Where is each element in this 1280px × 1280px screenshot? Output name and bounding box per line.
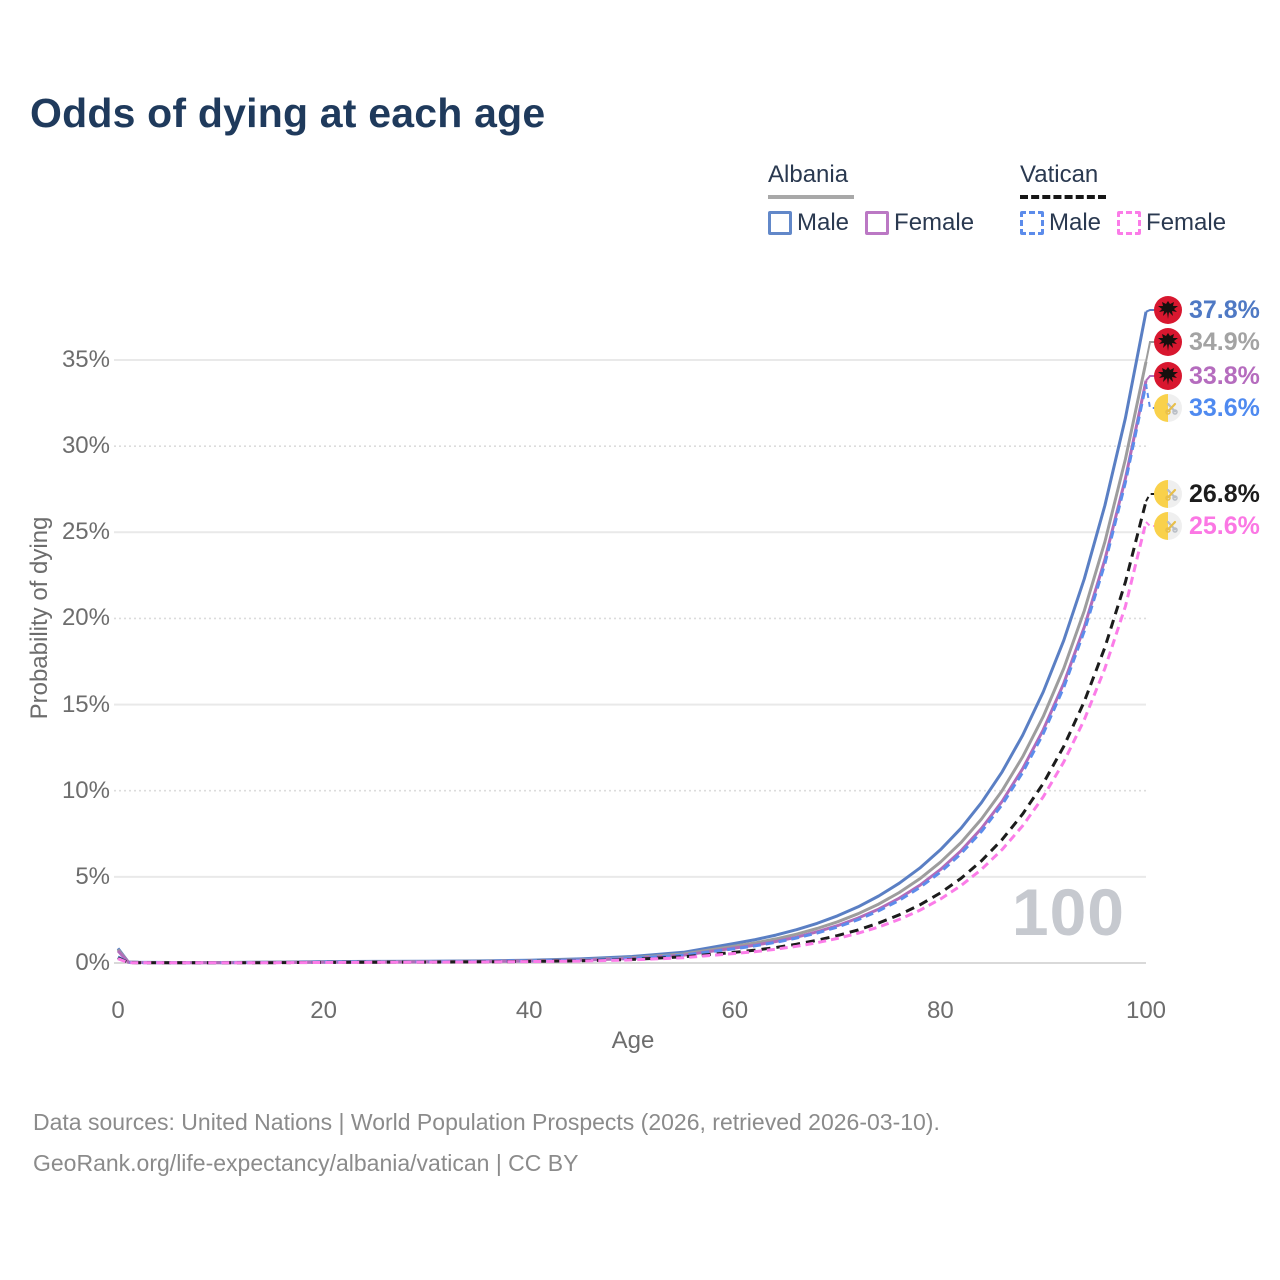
age-watermark: 100 — [1011, 875, 1125, 949]
end-label-albania-both-sexes: 34.9% — [1154, 328, 1260, 356]
x-tick-80: 80 — [927, 997, 954, 1024]
leader-line-albania-male — [1145, 309, 1155, 313]
legend-country-vatican[interactable]: Vatican — [1020, 161, 1099, 188]
y-tick-15%: 15% — [61, 690, 110, 718]
albania-line-style-sample — [768, 195, 854, 199]
x-tick-100: 100 — [1125, 997, 1167, 1024]
y-tick-0%: 0% — [75, 949, 110, 976]
page-title: Odds of dying at each age — [30, 90, 546, 136]
legend-item-vatican-female[interactable]: Female — [1117, 209, 1226, 237]
albania-flag-icon — [1154, 328, 1182, 356]
y-tick-20%: 20% — [61, 604, 110, 632]
end-label-vatican-male: 33.6% — [1154, 394, 1260, 422]
series-line-vatican-both-sexes — [117, 500, 1148, 965]
leader-line-albania-both-sexes — [1145, 341, 1155, 362]
legend-group-vatican: Vatican Male Female — [1020, 161, 1226, 237]
footer-attribution: GeoRank.org/life-expectancy/albania/vati… — [33, 1150, 579, 1176]
x-tick-20: 20 — [310, 997, 337, 1024]
leader-line-vatican-male — [1145, 383, 1155, 409]
series-line-vatican-female — [117, 521, 1148, 965]
legend-label-albania-male: Male — [797, 209, 850, 236]
series-line-albania-male — [116, 311, 1148, 964]
series-end-value: 33.6% — [1189, 394, 1260, 422]
albania-flag-icon — [1154, 362, 1182, 390]
albania-male-swatch-icon — [768, 211, 792, 235]
vatican-flag-icon — [1154, 480, 1182, 508]
albania-female-swatch-icon — [865, 211, 890, 235]
legend-item-albania-male[interactable]: Male — [768, 209, 849, 237]
x-tick-0: 0 — [111, 997, 125, 1024]
legend-label-vatican-female: Female — [1146, 209, 1227, 236]
y-tick-5%: 5% — [75, 862, 110, 890]
leader-line-vatican-female — [1145, 521, 1155, 527]
albania-flag-icon — [1154, 296, 1182, 324]
y-tick-10%: 10% — [61, 776, 110, 804]
series-end-value: 26.8% — [1189, 480, 1260, 508]
y-tick-30%: 30% — [61, 432, 110, 460]
vatican-male-swatch-icon — [1020, 211, 1044, 235]
series-end-value: 34.9% — [1189, 328, 1260, 356]
series-line-albania-both-sexes — [116, 361, 1148, 965]
legend-group-albania: Albania Male Female — [768, 161, 974, 237]
series-end-value: 25.6% — [1189, 512, 1260, 540]
x-axis-title: Age — [611, 1027, 655, 1054]
end-label-vatican-both-sexes: 26.8% — [1154, 480, 1260, 508]
x-tick-40: 40 — [515, 997, 543, 1024]
legend-item-vatican-male[interactable]: Male — [1020, 209, 1101, 237]
end-label-albania-male: 37.8% — [1154, 296, 1260, 324]
series-end-value: 37.8% — [1189, 296, 1260, 324]
series-end-value: 33.8% — [1189, 362, 1260, 390]
vatican-line-style-sample — [1020, 195, 1106, 199]
leader-line-vatican-both-sexes — [1145, 493, 1155, 502]
legend-item-albania-female[interactable]: Female — [865, 209, 974, 237]
vatican-female-swatch-icon — [1117, 211, 1142, 235]
legend-country-albania[interactable]: Albania — [768, 161, 849, 188]
leader-line-albania-female — [1145, 375, 1155, 382]
x-tick-60: 60 — [721, 997, 749, 1024]
legend-label-vatican-male: Male — [1049, 209, 1102, 236]
y-tick-25%: 25% — [61, 518, 110, 546]
y-tick-35%: 35% — [61, 345, 110, 373]
end-label-vatican-female: 25.6% — [1154, 512, 1260, 540]
vatican-flag-icon — [1154, 394, 1182, 422]
end-label-albania-female: 33.8% — [1154, 362, 1260, 390]
footer-datasource: Data sources: United Nations | World Pop… — [33, 1109, 940, 1135]
vatican-flag-icon — [1154, 512, 1182, 540]
legend-label-albania-female: Female — [894, 209, 975, 236]
